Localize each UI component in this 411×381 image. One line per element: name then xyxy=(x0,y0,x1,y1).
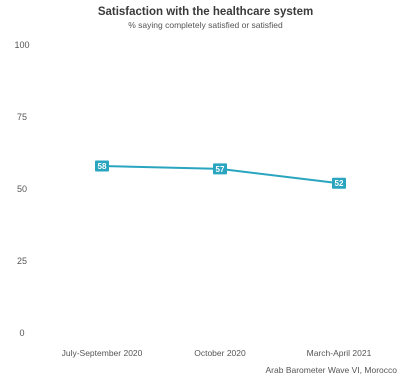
data-point-marker xyxy=(95,160,109,172)
y-tick-label: 100 xyxy=(14,40,29,50)
chart-title: Satisfaction with the healthcare system xyxy=(97,6,314,18)
source-note: Arab Barometer Wave VI, Morocco xyxy=(265,365,397,375)
data-label: 57 xyxy=(216,165,225,174)
y-tick-label: 50 xyxy=(17,184,27,194)
y-tick-label: 25 xyxy=(17,256,27,266)
x-tick-label: July-September 2020 xyxy=(62,348,143,358)
chart-subtitle: % saying completely satisfied or satisfi… xyxy=(128,20,283,30)
x-tick-label: October 2020 xyxy=(194,348,246,358)
data-label: 52 xyxy=(335,179,344,188)
y-tick-label: 0 xyxy=(19,328,24,338)
data-point-marker xyxy=(213,163,227,175)
data-label: 58 xyxy=(98,162,107,171)
data-point-marker xyxy=(332,177,346,189)
x-tick-label: March-April 2021 xyxy=(307,348,372,358)
y-tick-label: 75 xyxy=(17,112,27,122)
